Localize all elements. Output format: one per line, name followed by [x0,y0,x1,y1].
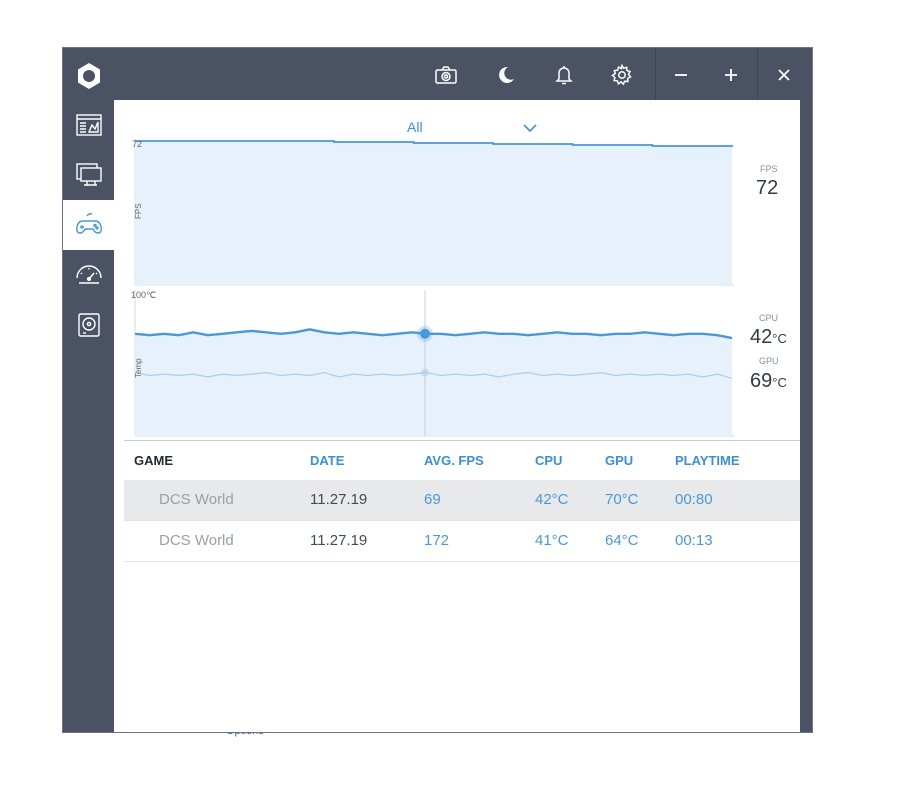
column-header-cpu[interactable]: CPU [535,453,563,468]
cell-cpu: 41°C [535,532,569,549]
cell-playtime: 00:80 [675,491,713,508]
cell-date: 11.27.19 [310,491,368,508]
disk-icon [77,313,100,337]
table-row[interactable]: DCS World 11.27.19 172 41°C 64°C 00:13 [124,521,800,562]
speedometer-icon [75,265,102,284]
cpu-readout-value: 42 [750,326,773,348]
cpu-series-line [134,328,733,340]
fps-axis-label: FPS [134,203,143,219]
gpu-hover-point [421,368,429,377]
titlebar-separator [655,48,656,100]
column-header-game[interactable]: GAME [134,453,173,468]
cell-game: DCS World [159,491,234,508]
temp-max-label: 100℃ [131,290,156,300]
cell-date: 11.27.19 [310,532,368,549]
temp-axis-label: Temp [134,358,143,378]
titlebar-separator [757,48,758,100]
cpu-readout-label: CPU [759,313,779,323]
cpu-hover-point [420,328,430,339]
column-header-avg-fps[interactable]: AVG. FPS [424,453,484,468]
cell-cpu: 42°C [535,491,569,508]
fps-readout-value: 72 [756,177,779,199]
bell-icon[interactable] [549,60,579,90]
sidebar [63,100,114,732]
cell-avg-fps: 69 [424,491,441,508]
fps-series-line [135,140,733,147]
column-header-playtime[interactable]: PLAYTIME [675,453,740,468]
sidebar-item-storage[interactable] [63,300,114,350]
cell-gpu: 70°C [605,491,639,508]
titlebar [63,48,812,100]
game-history-table: GAME DATE AVG. FPS CPU GPU PLAYTIME DCS … [124,440,800,562]
column-header-date[interactable]: DATE [310,453,345,468]
maximize-icon[interactable] [716,60,746,90]
column-header-gpu[interactable]: GPU [605,453,634,468]
sidebar-item-gaming[interactable] [63,200,114,250]
cell-gpu: 64°C [605,532,639,549]
minimize-icon[interactable] [666,60,696,90]
temperature-chart: 100℃ Temp [124,288,738,438]
gpu-readout-unit: °C [772,375,787,390]
fps-readout-label: FPS [760,164,778,174]
fps-chart: 72 FPS [124,137,738,287]
gpu-readout-value: 69 [750,370,773,392]
sidebar-item-performance[interactable] [63,250,114,300]
moon-icon[interactable] [491,60,521,90]
gamepad-icon [75,213,102,234]
game-filter-dropdown[interactable]: All [385,117,545,139]
fps-max-label: 72 [132,139,142,149]
sidebar-item-system[interactable] [63,150,114,200]
fps-series-area [135,141,732,285]
filter-selected-label: All [407,119,423,135]
cell-playtime: 00:13 [675,532,713,549]
cell-avg-fps: 172 [424,532,450,549]
cpu-series-area [135,329,732,436]
table-header: GAME DATE AVG. FPS CPU GPU PLAYTIME [124,440,800,480]
gear-icon[interactable] [607,60,637,90]
chevron-down-icon [523,124,537,133]
cpu-readout-unit: °C [772,331,787,346]
gpu-series-line [134,371,733,379]
table-row[interactable]: DCS World 11.27.19 69 42°C 70°C 00:80 [124,480,800,521]
sidebar-item-overview[interactable] [63,100,114,150]
camera-icon[interactable] [431,60,461,90]
gpu-readout-label: GPU [759,356,779,366]
gpu-readout: 69°C [750,370,787,393]
cell-game: DCS World [159,532,234,549]
app-logo-icon [78,63,100,89]
dashboard-icon [75,114,102,136]
cpu-readout: 42°C [750,326,787,349]
monitor-icon [75,163,102,186]
close-icon[interactable] [769,60,799,90]
